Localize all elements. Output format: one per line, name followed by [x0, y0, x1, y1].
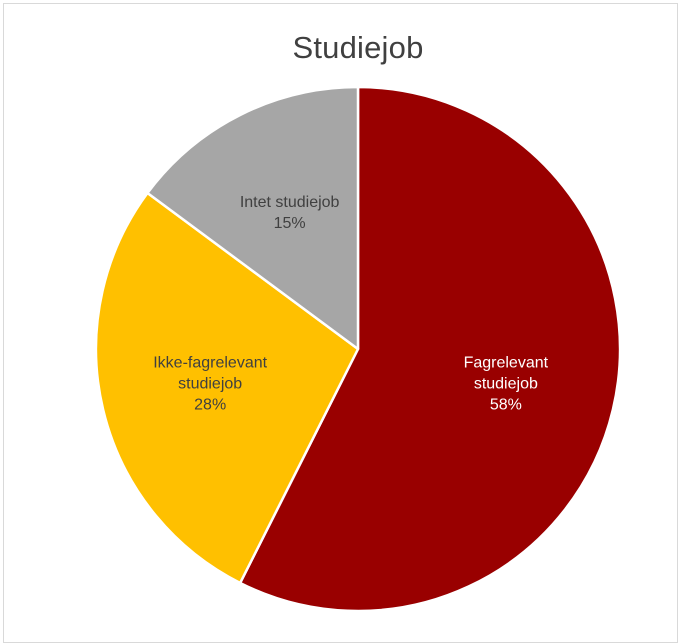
slice-label-intet-studiejob: Intet studiejob 15%	[240, 194, 340, 232]
pie-slice-intet-studiejob	[146, 85, 360, 351]
chart-title: Studiejob	[292, 30, 424, 65]
slice-label-ikke-fagrelevant-studiejob: Ikke-fagrelevant studiejob 28%	[153, 354, 267, 413]
pie-chart: Fagrelevant studiejob 58% Ikke-fagrelevant s…	[94, 85, 622, 613]
slice-label-line: Intet studiejob	[240, 194, 340, 211]
slice-label-fagrelevant-studiejob: Fagrelevant studiejob 58%	[464, 354, 549, 413]
slice-label-line: studiejob	[178, 375, 242, 392]
slice-percent-label: 28%	[194, 396, 226, 413]
pie-slice-ikke-fagrelevant-studiejob	[94, 191, 360, 585]
slice-label-line: studiejob	[474, 375, 538, 392]
slice-label-line: Ikke-fagrelevant	[153, 354, 267, 371]
slice-percent-label: 15%	[274, 215, 306, 232]
pie-slice-fagrelevant-studiejob	[238, 85, 622, 613]
slice-label-line: Fagrelevant	[464, 354, 549, 371]
slice-percent-label: 58%	[490, 396, 522, 413]
